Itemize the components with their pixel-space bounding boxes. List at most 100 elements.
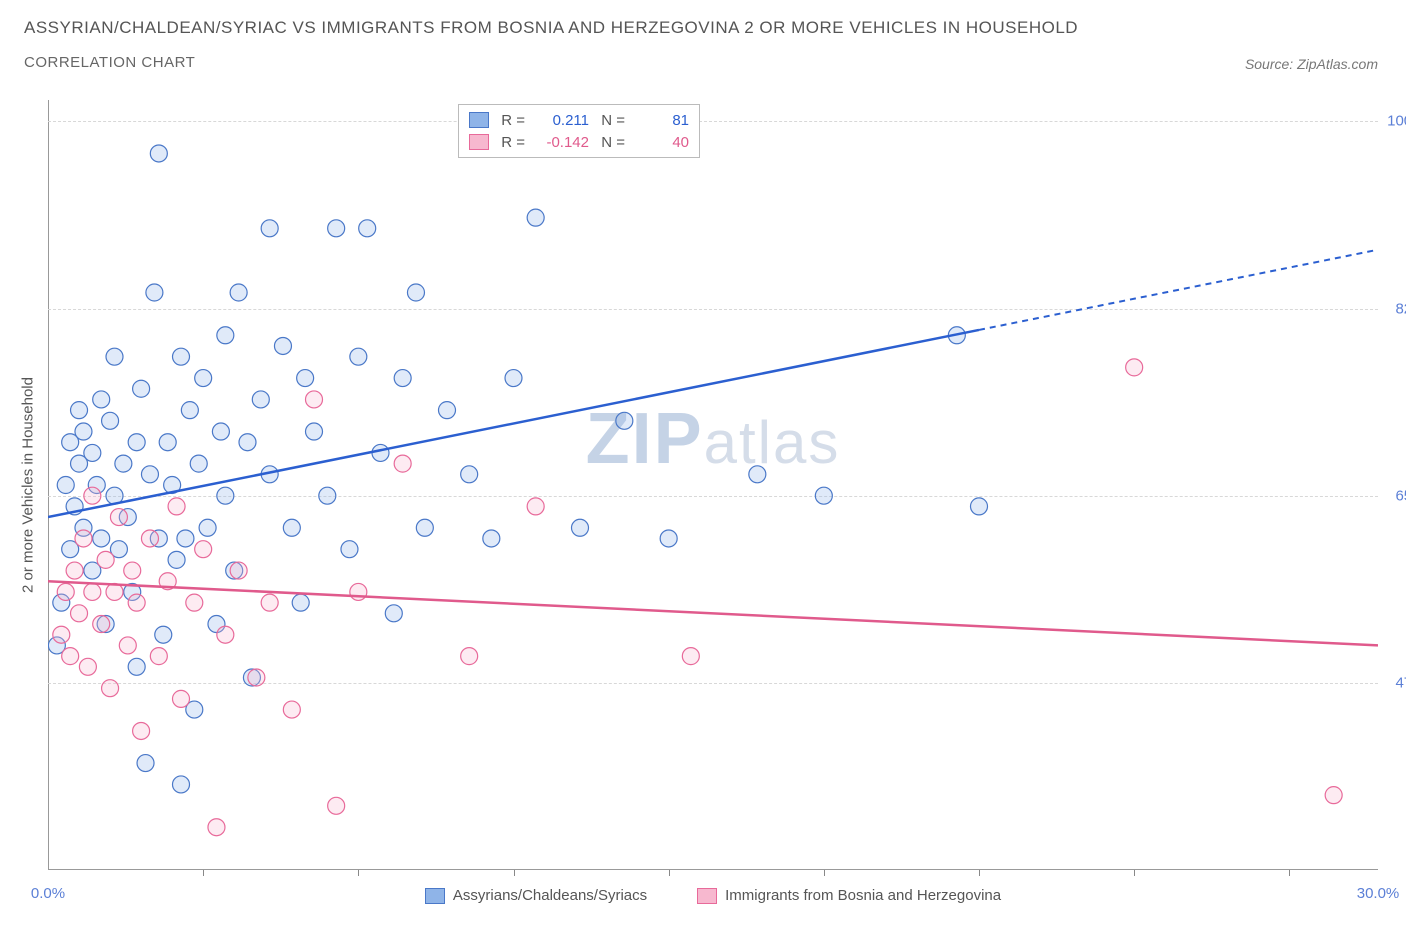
data-point [483, 530, 500, 547]
data-point [79, 658, 96, 675]
data-point [350, 583, 367, 600]
data-point [128, 658, 145, 675]
data-point [128, 434, 145, 451]
y-axis-label: 2 or more Vehicles in Household [20, 377, 37, 593]
x-minor-tick [203, 870, 204, 876]
data-point [141, 530, 158, 547]
data-point [75, 530, 92, 547]
data-point [150, 648, 167, 665]
data-point [407, 284, 424, 301]
data-point [416, 519, 433, 536]
data-point [57, 477, 74, 494]
data-point [292, 594, 309, 611]
r-value: -0.142 [533, 134, 589, 151]
stats-legend-box: R =0.211N =81R =-0.142N =40 [458, 104, 700, 158]
data-point [274, 337, 291, 354]
data-point [971, 498, 988, 515]
data-point [71, 402, 88, 419]
data-point [84, 444, 101, 461]
data-point [252, 391, 269, 408]
data-point [199, 519, 216, 536]
data-point [53, 626, 70, 643]
x-minor-tick [824, 870, 825, 876]
y-tick-label: 82.5% [1395, 300, 1406, 317]
legend-swatch [425, 888, 445, 904]
bottom-legend: Assyrians/Chaldeans/Syriacs Immigrants fr… [48, 887, 1378, 904]
data-point [93, 530, 110, 547]
data-point [283, 701, 300, 718]
data-point [110, 509, 127, 526]
data-point [297, 370, 314, 387]
data-point [341, 541, 358, 558]
data-point [57, 583, 74, 600]
data-point [505, 370, 522, 387]
data-point [350, 348, 367, 365]
legend-swatch [697, 888, 717, 904]
y-tick-label: 65.0% [1395, 487, 1406, 504]
data-point [660, 530, 677, 547]
y-tick-label: 100.0% [1387, 113, 1406, 130]
legend-item: Assyrians/Chaldeans/Syriacs [425, 887, 647, 904]
legend-label: Assyrians/Chaldeans/Syriacs [453, 887, 647, 904]
data-point [150, 145, 167, 162]
legend-swatch [469, 134, 489, 150]
data-point [115, 455, 132, 472]
r-label: R = [497, 112, 525, 129]
n-label: N = [597, 134, 625, 151]
scatter-svg [48, 100, 1378, 870]
y-tick-label: 47.5% [1395, 674, 1406, 691]
trend-line-dashed [979, 250, 1378, 330]
main-title: ASSYRIAN/CHALDEAN/SYRIAC VS IMMIGRANTS F… [24, 18, 1382, 38]
data-point [93, 391, 110, 408]
r-label: R = [497, 134, 525, 151]
data-point [133, 380, 150, 397]
data-point [616, 412, 633, 429]
data-point [217, 327, 234, 344]
data-point [177, 530, 194, 547]
data-point [217, 487, 234, 504]
data-point [168, 551, 185, 568]
data-point [137, 755, 154, 772]
data-point [359, 220, 376, 237]
data-point [306, 391, 323, 408]
data-point [208, 819, 225, 836]
data-point [190, 455, 207, 472]
data-point [119, 637, 136, 654]
data-point [141, 466, 158, 483]
data-point [385, 605, 402, 622]
data-point [75, 423, 92, 440]
n-value: 40 [633, 134, 689, 151]
data-point [102, 412, 119, 429]
data-point [749, 466, 766, 483]
data-point [394, 455, 411, 472]
data-point [84, 487, 101, 504]
x-minor-tick [979, 870, 980, 876]
data-point [261, 220, 278, 237]
data-point [195, 370, 212, 387]
data-point [306, 423, 323, 440]
x-minor-tick [358, 870, 359, 876]
plot-area: 47.5%65.0%82.5%100.0%0.0%30.0% [48, 100, 1378, 870]
x-minor-tick [514, 870, 515, 876]
data-point [217, 626, 234, 643]
data-point [1126, 359, 1143, 376]
data-point [328, 797, 345, 814]
data-point [102, 680, 119, 697]
x-minor-tick [1289, 870, 1290, 876]
data-point [394, 370, 411, 387]
data-point [283, 519, 300, 536]
trend-line [48, 581, 1378, 645]
n-label: N = [597, 112, 625, 129]
data-point [159, 434, 176, 451]
x-minor-tick [1134, 870, 1135, 876]
data-point [195, 541, 212, 558]
data-point [71, 605, 88, 622]
data-point [146, 284, 163, 301]
data-point [1325, 787, 1342, 804]
data-point [168, 498, 185, 515]
data-point [261, 594, 278, 611]
data-point [527, 498, 544, 515]
data-point [230, 562, 247, 579]
data-point [527, 209, 544, 226]
legend-label: Immigrants from Bosnia and Herzegovina [725, 887, 1001, 904]
